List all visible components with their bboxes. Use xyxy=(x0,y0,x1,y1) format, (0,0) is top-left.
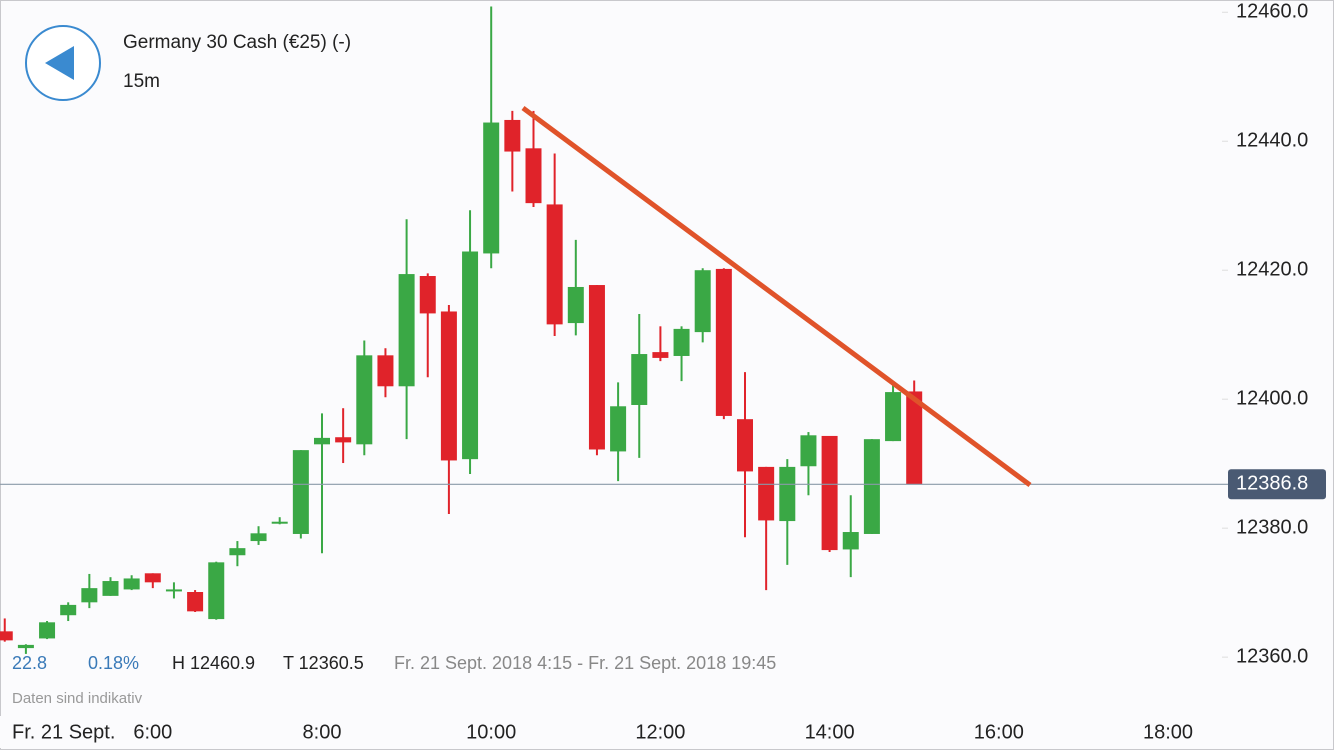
candle-body xyxy=(885,392,902,442)
change: 22.8 xyxy=(12,653,47,673)
candle-body xyxy=(229,548,246,556)
date-label: Fr. 21 Sept. xyxy=(12,721,115,743)
back-arrow[interactable] xyxy=(45,46,74,80)
notice: Daten sind indikativ xyxy=(12,690,143,707)
candle-body xyxy=(144,573,161,583)
candle-body xyxy=(271,521,288,524)
candle-body xyxy=(81,588,98,603)
x-tick-label: 16:00 xyxy=(974,721,1024,743)
high: H 12460.9 xyxy=(172,653,255,673)
candle-body xyxy=(335,437,352,443)
candle-body xyxy=(356,355,373,445)
y-tick-label: 12360.0 xyxy=(1236,645,1308,667)
plot xyxy=(0,6,1228,658)
interval: 15m xyxy=(123,71,160,92)
x-tick-label: 10:00 xyxy=(466,721,516,743)
candle-body xyxy=(462,251,479,460)
x-tick-label: 14:00 xyxy=(805,721,855,743)
candle-body xyxy=(0,631,13,641)
candle-body xyxy=(187,592,204,612)
x-tick-label: 12:00 xyxy=(635,721,685,743)
candle-body xyxy=(123,578,140,590)
current-price-box xyxy=(1228,469,1326,500)
candle-body xyxy=(758,466,775,521)
x-tick-label: 18:00 xyxy=(1143,721,1193,743)
candle-body xyxy=(60,604,77,616)
candle-body xyxy=(610,406,627,452)
y-tick-label: 12420.0 xyxy=(1236,258,1308,280)
change-percent: 0.18% xyxy=(88,653,139,673)
candle-body xyxy=(842,532,859,550)
candle-body xyxy=(715,268,732,416)
y-tick-label: 12440.0 xyxy=(1236,130,1308,152)
candle-body xyxy=(525,148,542,204)
candle-body xyxy=(102,581,119,596)
candle-body xyxy=(398,274,415,387)
x-axis: 6:00 8:00 10:00 12:00 14:00 16:00 18:00 xyxy=(133,721,1193,743)
candle-body xyxy=(694,270,711,333)
date-bg xyxy=(0,716,130,748)
candle-body xyxy=(165,589,182,592)
low: T 12360.5 xyxy=(283,653,364,673)
y-tick-label: 12460.0 xyxy=(1236,1,1308,23)
range: Fr. 21 Sept. 2018 4:15 - Fr. 21 Sept. 20… xyxy=(394,653,776,673)
candle-body xyxy=(504,119,521,152)
back-button[interactable] xyxy=(25,25,101,101)
candle-body xyxy=(314,437,330,445)
candle-body xyxy=(821,435,838,551)
candle-body xyxy=(863,439,880,534)
candle-body xyxy=(906,391,923,485)
y-tick-label: 12400.0 xyxy=(1236,387,1308,409)
candle-body xyxy=(546,204,563,325)
candle-body xyxy=(292,450,309,534)
x-tick-label: 8:00 xyxy=(303,721,342,743)
candle-body xyxy=(39,622,56,639)
candle-body xyxy=(652,352,669,358)
current-price-label: 12386.8 xyxy=(1236,473,1308,495)
candle-body xyxy=(631,354,648,405)
candle-body xyxy=(419,276,436,314)
trend-line xyxy=(521,105,1032,488)
candle-body xyxy=(208,562,225,620)
candle-body xyxy=(377,355,394,387)
instrument-title: Germany 30 Cash (€25) (-) xyxy=(123,32,351,53)
candle-body xyxy=(483,122,500,254)
candle-body xyxy=(588,285,605,450)
candle-body xyxy=(737,419,753,472)
y-tick-label: 12380.0 xyxy=(1236,516,1308,538)
candle-body xyxy=(440,311,457,461)
x-tick-label: 6:00 xyxy=(133,721,172,743)
candle-body xyxy=(567,286,584,324)
candle-body xyxy=(800,435,817,467)
candle-body xyxy=(17,644,34,649)
candle-body xyxy=(250,533,267,542)
candle-body xyxy=(779,466,796,522)
candle-body xyxy=(673,328,690,356)
